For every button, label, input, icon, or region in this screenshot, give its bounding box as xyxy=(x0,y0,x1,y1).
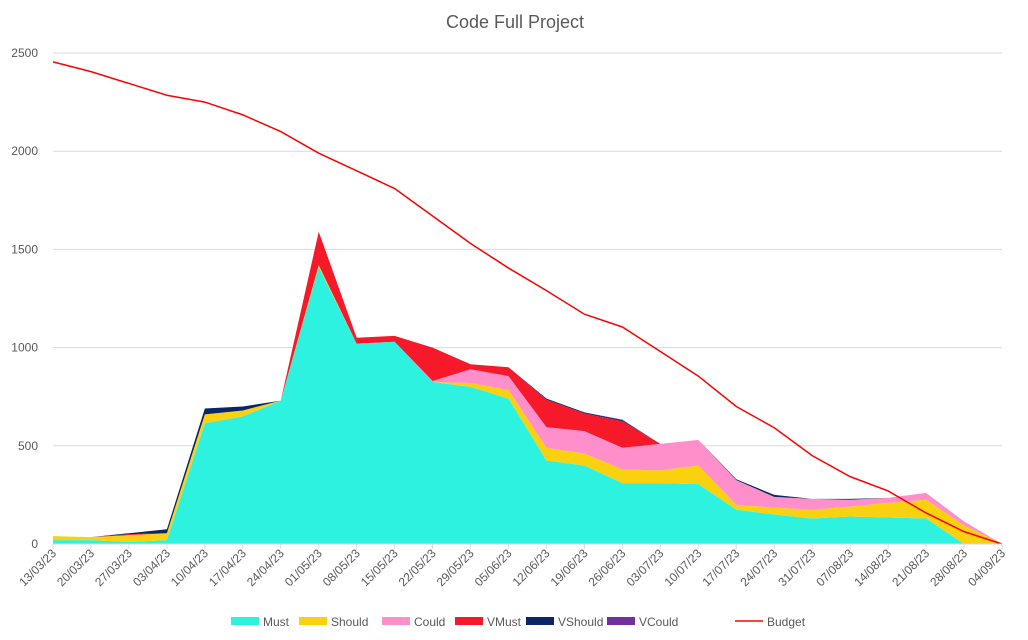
y-tick-label: 500 xyxy=(18,439,38,453)
area-must xyxy=(53,267,1002,544)
x-tick-label: 10/07/23 xyxy=(662,546,705,589)
x-tick-label: 28/08/23 xyxy=(927,546,970,589)
legend-label: Budget xyxy=(767,615,806,629)
x-tick-label: 14/08/23 xyxy=(851,546,894,589)
area-vmust xyxy=(53,231,1002,544)
x-tick-label: 05/06/23 xyxy=(472,546,515,589)
y-tick-label: 0 xyxy=(31,537,38,551)
area-should xyxy=(53,265,1002,544)
legend-item-must: Must xyxy=(231,615,290,629)
x-tick-label: 24/07/23 xyxy=(737,546,780,589)
legend-label: Must xyxy=(263,615,290,629)
legend-label: VMust xyxy=(487,615,522,629)
chart-title: Code Full Project xyxy=(446,12,584,32)
legend-item-budget: Budget xyxy=(735,615,806,629)
x-tick-label: 10/04/23 xyxy=(168,546,211,589)
x-tick-label: 03/07/23 xyxy=(624,546,667,589)
legend-item-vmust: VMust xyxy=(455,615,522,629)
x-tick-label: 08/05/23 xyxy=(320,546,363,589)
legend-item-vshould: VShould xyxy=(526,615,603,629)
x-tick-label: 20/03/23 xyxy=(54,546,97,589)
legend-swatch xyxy=(299,617,327,625)
x-tick-label: 17/07/23 xyxy=(699,546,742,589)
x-tick-label: 17/04/23 xyxy=(206,546,249,589)
legend-item-vcould: VCould xyxy=(607,615,678,629)
legend-item-could: Could xyxy=(382,615,445,629)
x-tick-label: 24/04/23 xyxy=(244,546,287,589)
x-tick-label: 29/05/23 xyxy=(434,546,477,589)
legend-label: Should xyxy=(331,615,368,629)
x-tick-label: 01/05/23 xyxy=(282,546,325,589)
x-tick-label: 12/06/23 xyxy=(510,546,553,589)
legend-label: Could xyxy=(414,615,445,629)
x-tick-label: 22/05/23 xyxy=(396,546,439,589)
x-tick-label: 19/06/23 xyxy=(548,546,591,589)
legend-swatch xyxy=(231,617,259,625)
legend-swatch xyxy=(382,617,410,625)
legend-label: VCould xyxy=(639,615,678,629)
x-tick-label: 03/04/23 xyxy=(130,546,173,589)
x-tick-label: 13/03/23 xyxy=(16,546,59,589)
x-tick-label: 15/05/23 xyxy=(358,546,401,589)
x-tick-label: 27/03/23 xyxy=(92,546,135,589)
legend-label: VShould xyxy=(558,615,603,629)
x-tick-label: 21/08/23 xyxy=(889,546,932,589)
y-tick-label: 1500 xyxy=(11,242,38,256)
x-tick-label: 04/09/23 xyxy=(965,546,1008,589)
y-tick-label: 2500 xyxy=(11,46,38,60)
x-tick-label: 07/08/23 xyxy=(813,546,856,589)
x-tick-label: 26/06/23 xyxy=(586,546,629,589)
legend-swatch xyxy=(455,617,483,625)
legend-swatch xyxy=(607,617,635,625)
x-tick-label: 31/07/23 xyxy=(775,546,818,589)
legend-swatch xyxy=(526,617,554,625)
budget-line xyxy=(52,61,1003,545)
y-tick-label: 2000 xyxy=(11,144,38,158)
y-tick-label: 1000 xyxy=(11,341,38,355)
legend-item-should: Should xyxy=(299,615,368,629)
area-could xyxy=(53,265,1002,544)
